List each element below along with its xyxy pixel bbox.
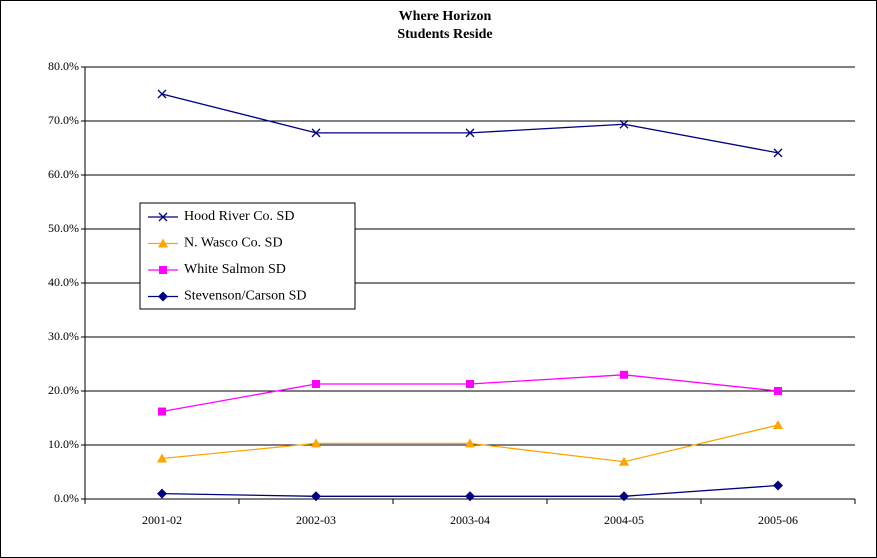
marker bbox=[620, 370, 628, 379]
marker bbox=[159, 266, 167, 274]
marker bbox=[157, 89, 167, 99]
marker bbox=[312, 379, 320, 388]
legend-label: Stevenson/Carson SD bbox=[184, 289, 307, 304]
marker bbox=[774, 387, 782, 395]
y-tick-label: 40.0% bbox=[48, 275, 79, 289]
y-tick-label: 20.0% bbox=[48, 383, 79, 397]
marker bbox=[773, 420, 783, 430]
legend-label: White Salmon SD bbox=[184, 262, 286, 277]
marker bbox=[158, 407, 166, 416]
marker bbox=[465, 491, 475, 502]
x-tick-label: 2004-05 bbox=[604, 513, 644, 527]
marker bbox=[311, 128, 321, 138]
y-tick-label: 0.0% bbox=[54, 491, 79, 505]
marker bbox=[465, 438, 475, 448]
marker bbox=[466, 379, 474, 388]
marker bbox=[311, 438, 321, 448]
x-tick-label: 2002-03 bbox=[296, 513, 336, 527]
x-tick-label: 2003-04 bbox=[450, 513, 490, 527]
marker bbox=[465, 128, 475, 138]
y-tick-label: 60.0% bbox=[48, 167, 79, 181]
marker bbox=[157, 453, 167, 463]
x-tick-label: 2001-02 bbox=[142, 513, 182, 527]
marker bbox=[311, 491, 321, 502]
marker bbox=[619, 491, 629, 502]
y-tick-label: 70.0% bbox=[48, 113, 79, 127]
y-tick-label: 10.0% bbox=[48, 437, 79, 451]
marker bbox=[619, 119, 629, 129]
marker bbox=[773, 148, 783, 158]
marker bbox=[158, 212, 168, 222]
marker bbox=[773, 480, 783, 491]
y-tick-label: 30.0% bbox=[48, 329, 79, 343]
chart-title: Students Reside bbox=[397, 27, 492, 42]
x-tick-label: 2005-06 bbox=[758, 513, 798, 527]
y-tick-label: 50.0% bbox=[48, 221, 79, 235]
legend-label: Hood River Co. SD bbox=[184, 209, 294, 224]
legend-box bbox=[139, 202, 356, 310]
marker bbox=[157, 488, 167, 499]
legend-label: N. Wasco Co. SD bbox=[184, 236, 283, 251]
chart-title: Where Horizon bbox=[399, 9, 492, 24]
marker bbox=[158, 291, 168, 302]
marker bbox=[158, 238, 168, 248]
marker bbox=[619, 456, 629, 466]
y-tick-label: 80.0% bbox=[48, 59, 79, 73]
